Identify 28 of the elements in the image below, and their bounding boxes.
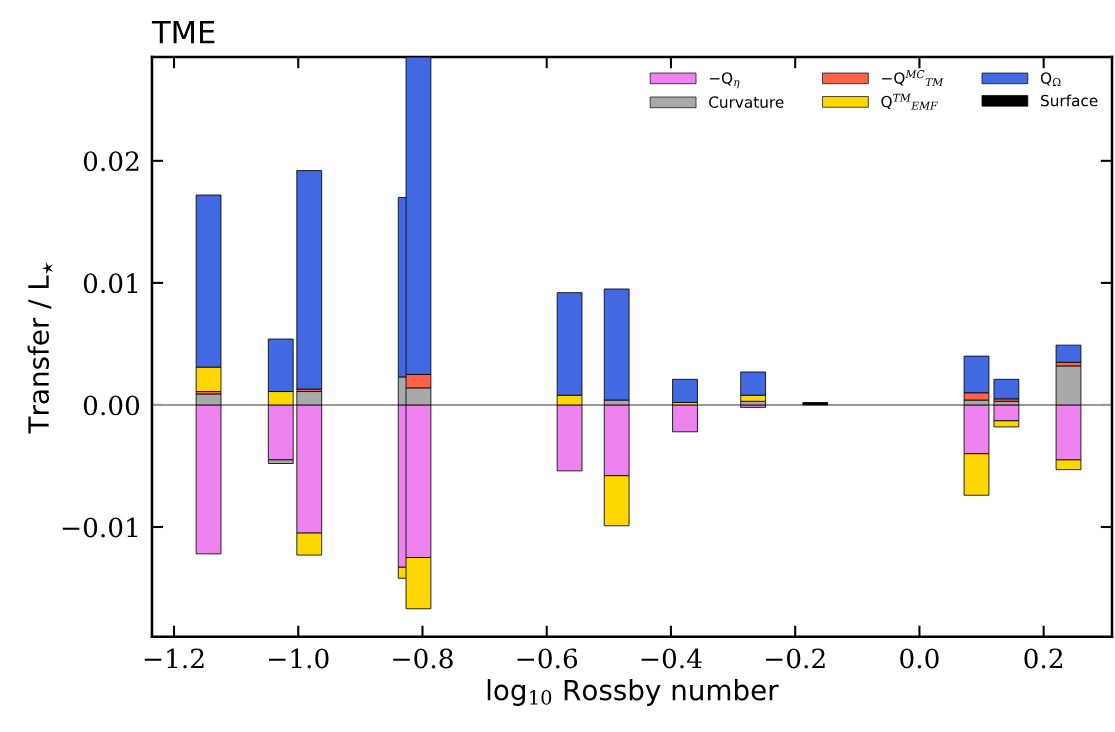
bar — [672, 378, 698, 403]
x-tick-label: 0.2 — [1024, 648, 1063, 669]
x-axis-title: log$_{10}$ Rossby number — [487, 679, 779, 706]
bar — [802, 402, 829, 406]
x-tick-label: −1.0 — [269, 648, 329, 669]
legend-label: −Q$^{MC}$$_{TM}$ — [882, 70, 944, 86]
bar — [993, 378, 1020, 400]
y-tick-label: 0.02 — [83, 151, 139, 172]
x-tick-label: 0.0 — [900, 648, 939, 669]
x-tick-label: −1.2 — [144, 648, 204, 669]
bar — [1055, 344, 1082, 363]
chart-title: TME — [151, 20, 215, 44]
legend-label: Q$^{TM}$$_{EMF}$ — [881, 93, 938, 110]
x-tick-label: −0.2 — [765, 648, 825, 669]
legend-label: −Q$_{η}$ — [709, 72, 740, 89]
x-tick-label: −0.8 — [393, 648, 453, 669]
bar — [740, 400, 766, 406]
y-axis-title: Transfer / L$_{⋆}$ — [27, 262, 54, 434]
legend-label: Surface — [1041, 94, 1098, 107]
bar — [296, 170, 323, 390]
legend-label: Q$_{Ω}$ — [1040, 72, 1061, 86]
x-tick-label: −0.4 — [641, 648, 702, 669]
y-tick-label: 0.01 — [83, 273, 138, 294]
y-tick-label: −0.01 — [62, 517, 138, 538]
y-tick-label: 0.00 — [83, 395, 140, 416]
bar — [672, 404, 698, 433]
x-tick-label: −0.6 — [517, 648, 578, 669]
legend-label: Curvature — [709, 96, 784, 108]
